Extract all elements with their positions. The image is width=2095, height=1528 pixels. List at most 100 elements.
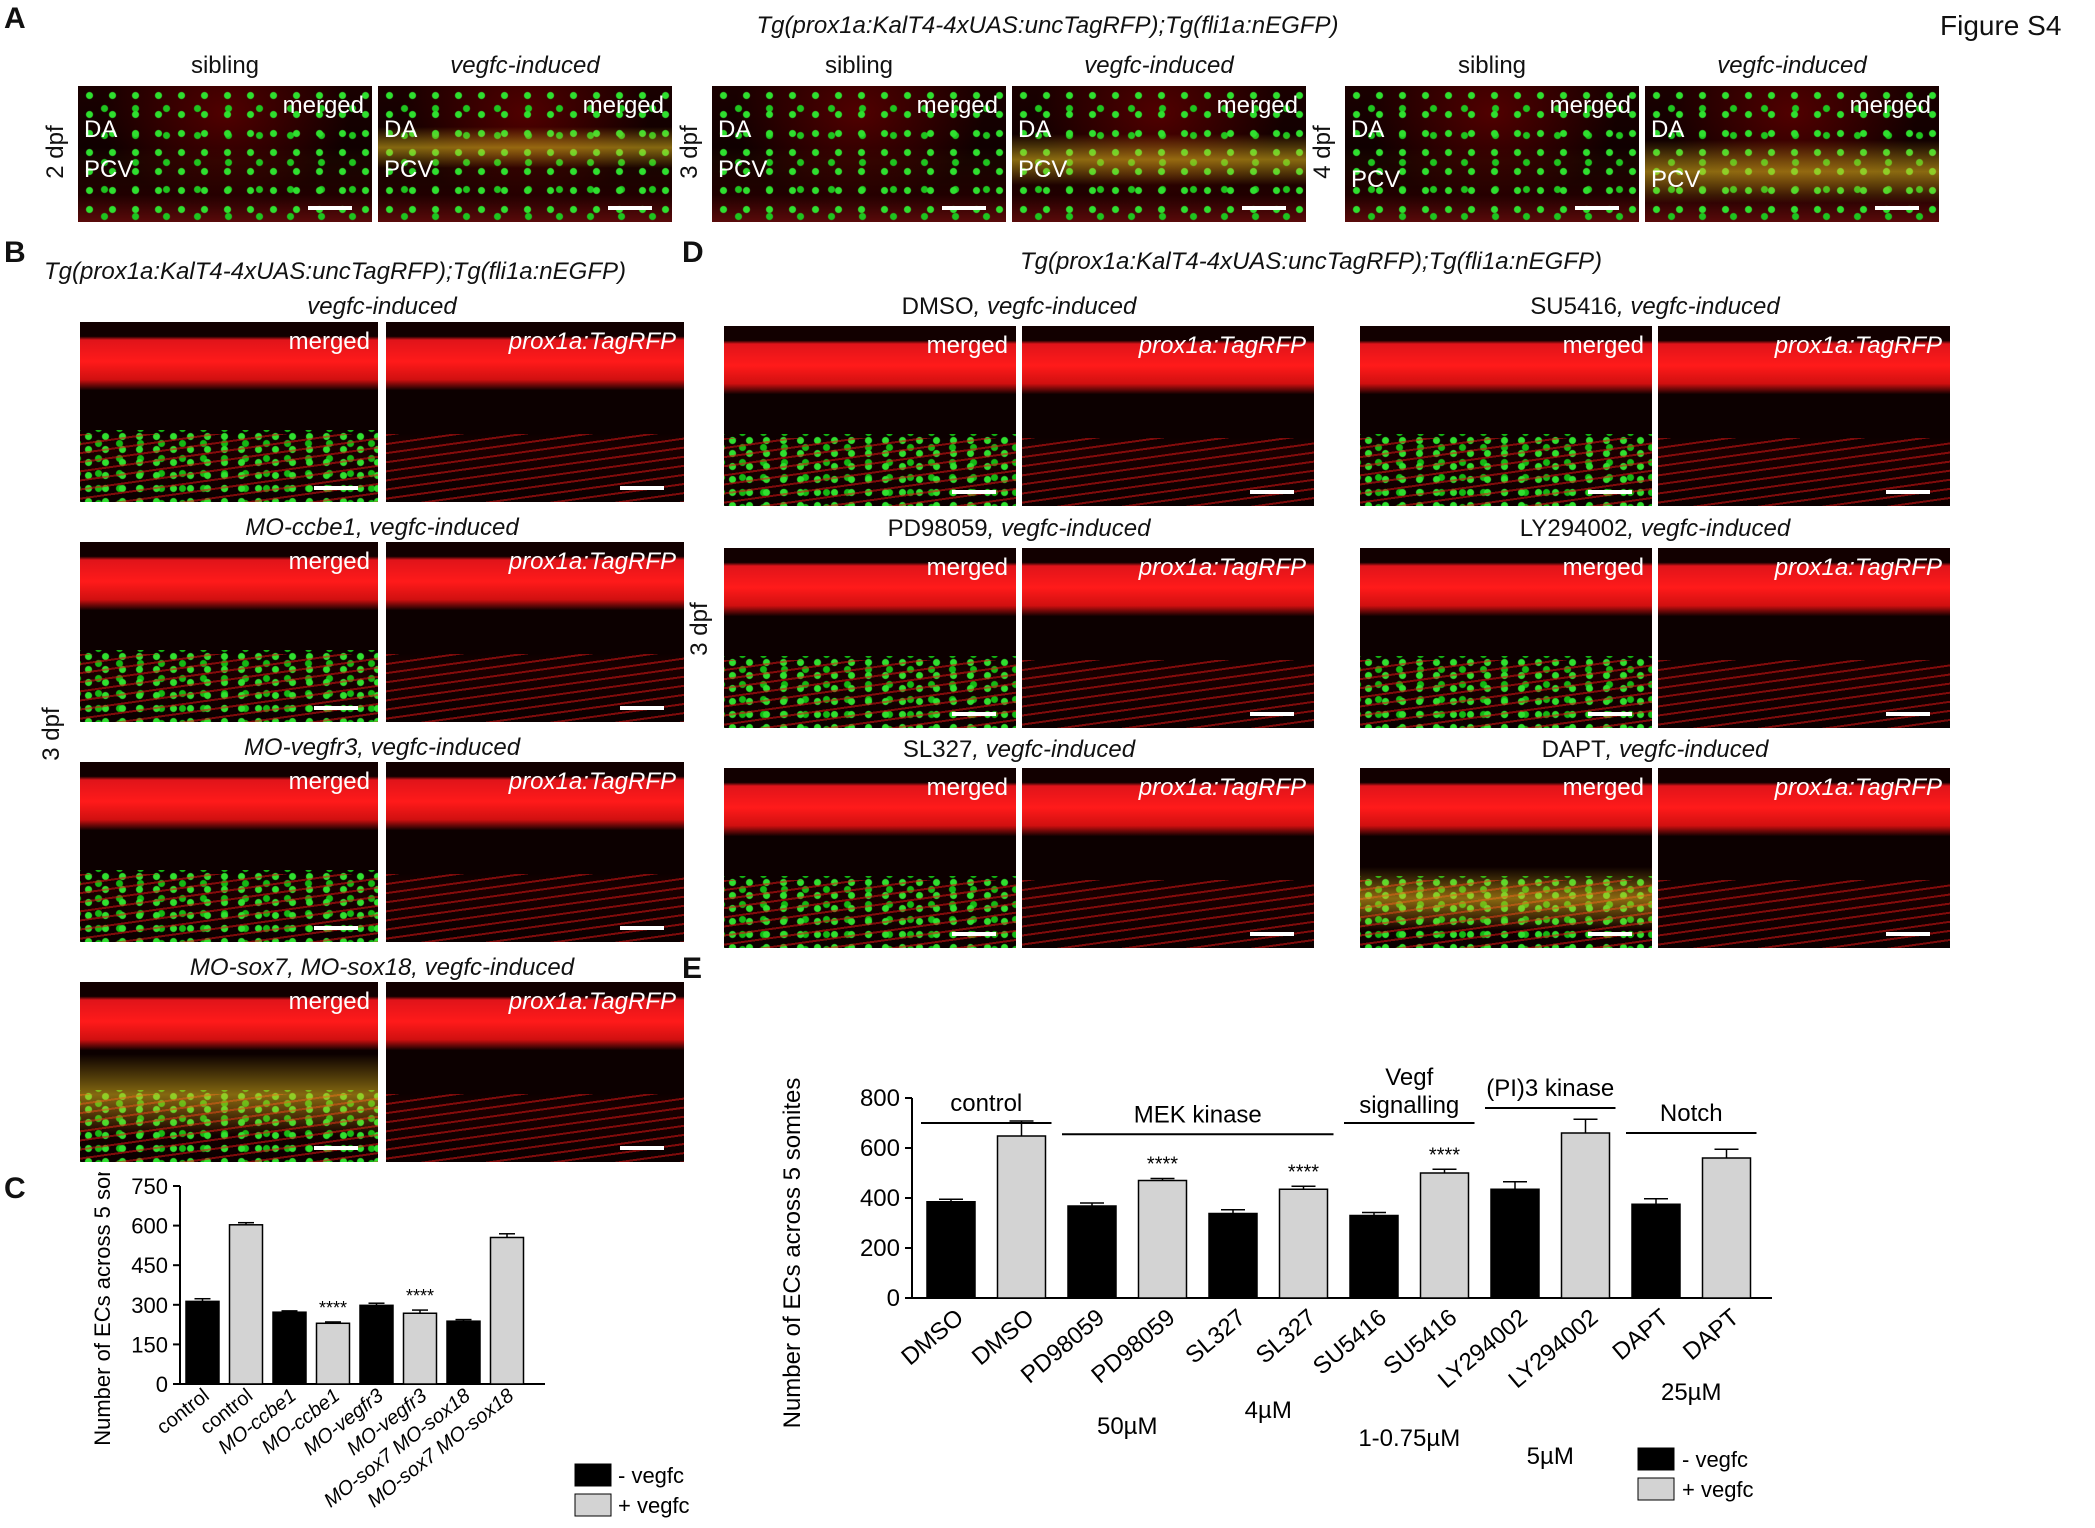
chart-e-xlabel-6: SU5416 [1308, 1304, 1392, 1380]
chart-e-concentration-3: 5µM [1527, 1443, 1574, 1470]
chart-e-group-label-0: control [950, 1090, 1022, 1117]
chart-c-bar-2 [272, 1311, 307, 1385]
panel-d-merged-4-vessels [1360, 659, 1652, 728]
chart-e-xlabel-0: DMSO [896, 1304, 969, 1371]
chart-c-ylabel: Number of ECs across 5 somites [90, 1172, 115, 1446]
chart-c-sig-3: **** [319, 1298, 347, 1318]
panel-a-header-0-1: vegfc-induced [450, 52, 600, 79]
panel-a-image-0-0: merged DA PCV [78, 86, 372, 222]
panel-d-tagrfp-0: prox1a:TagRFP [1022, 326, 1314, 506]
panel-d-tagrfp-0-vessels [1022, 437, 1314, 506]
panel-b-merged-2-label: merged [288, 768, 370, 795]
panel-d-tagrfp-0-scale-bar [1250, 490, 1294, 494]
panel-c-chart: 0 150 300 450 600 750 Number of ECs across 5 s… [90, 1172, 690, 1518]
panel-d-merged-3-label: merged [1562, 332, 1644, 359]
chart-c-ytick-label: 0 [156, 1372, 168, 1397]
panel-a-pcv-1-0: PCV [718, 156, 768, 183]
figure-label: Figure S4 [1940, 10, 2062, 41]
panel-b-tagrfp-1: prox1a:TagRFP [386, 542, 684, 722]
panel-b-title-3: MO-sox7, MO-sox18, vegfc-induced [189, 954, 575, 981]
chart-e-bar-6 [1349, 1214, 1399, 1299]
chart-e-bar-10 [1631, 1203, 1681, 1299]
panel-d-merged-5-label: merged [1562, 774, 1644, 801]
chart-c-legend-minus: - vegfc [618, 1463, 684, 1488]
panel-b-genotype: Tg(prox1a:KalT4-4xUAS:uncTagRFP);Tg(fli1… [44, 258, 626, 285]
panel-b-tagrfp-3: prox1a:TagRFP [386, 982, 684, 1162]
panel-d-title-4: LY294002, vegfc-induced [1360, 515, 1950, 543]
panel-letter-c: C [4, 1172, 26, 1205]
chart-e-bar-3 [1137, 1179, 1188, 1299]
panel-d-genotype: Tg(prox1a:KalT4-4xUAS:uncTagRFP);Tg(fli1… [1020, 248, 1602, 275]
panel-a-image-1-1: merged DA PCV [1012, 86, 1306, 222]
panel-b-merged-3: merged [80, 982, 378, 1162]
chart-e-group-label-4: Notch [1660, 1100, 1723, 1127]
panel-d-title-3: SU5416, vegfc-induced [1360, 293, 1950, 321]
panel-b-stage: 3 dpf [38, 707, 65, 761]
panel-a-image-2-0-scale-bar [1575, 206, 1619, 210]
panel-d-tagrfp-4-scale-bar [1886, 712, 1930, 716]
chart-e-bar-5 [1278, 1188, 1329, 1299]
panel-a-header-1-0: sibling [824, 52, 894, 79]
chart-e-concentration-2: 1-0.75µM [1358, 1425, 1460, 1452]
panel-d-title-0: DMSO, vegfc-induced [724, 293, 1314, 321]
panel-b-tagrfp-0: prox1a:TagRFP [386, 322, 684, 502]
panel-d-tagrfp-5: prox1a:TagRFP [1658, 768, 1950, 948]
panel-a-pcv-2-1: PCV [1651, 166, 1701, 193]
panel-d-merged-1-vessels [724, 659, 1016, 728]
chart-c-bar-7 [489, 1236, 525, 1385]
panel-a-image-1-1-overlap [1012, 133, 1306, 186]
panel-d-tagrfp-2-vessels [1022, 879, 1314, 948]
panel-b-tagrfp-1-label: prox1a:TagRFP [508, 548, 676, 575]
panel-a-image-1-0-label: merged [916, 92, 998, 119]
panel-a-da-1-0: DA [718, 116, 752, 143]
panel-d-tagrfp-4-vessels [1658, 659, 1950, 728]
chart-e-legend-plus: + vegfc [1682, 1477, 1754, 1502]
panel-d-tagrfp-4: prox1a:TagRFP [1658, 548, 1950, 728]
panel-a-image-1-1-label: merged [1216, 92, 1298, 119]
chart-e-bar-8 [1490, 1188, 1540, 1299]
panel-d-merged-5: merged [1360, 768, 1652, 948]
chart-c-ytick-label: 600 [131, 1214, 168, 1239]
chart-c-ytick-label: 750 [131, 1174, 168, 1199]
panel-a-image-0-1: merged DA PCV [378, 86, 672, 222]
chart-c-legend-plus: + vegfc [618, 1493, 690, 1518]
panel-b-tagrfp-2: prox1a:TagRFP [386, 762, 684, 942]
panel-d-condition-2: , vegfc-induced [972, 736, 1136, 763]
panel-b-merged-1: merged [80, 542, 378, 722]
panel-d-merged-2-label: merged [926, 774, 1008, 801]
chart-e-ytick-label: 800 [860, 1085, 900, 1112]
panel-a-image-1-1-scale-bar [1242, 206, 1286, 210]
panel-a-image-0-0-label: merged [282, 92, 364, 119]
panel-d-merged-1: merged [724, 548, 1016, 728]
panel-e-chart: 0 200 400 600 800 Number of ECs across 5 somi… [779, 1064, 1772, 1502]
panel-b-merged-1-vessels [80, 653, 378, 722]
panel-d-drug-0: DMSO [901, 293, 974, 320]
panel-b-merged-0-scale-bar [314, 486, 358, 490]
panel-a-pcv-2-0: PCV [1351, 166, 1401, 193]
panel-d-tagrfp-1-label: prox1a:TagRFP [1138, 554, 1306, 581]
panel-d-merged-0-scale-bar [952, 490, 996, 494]
panel-letter-d: D [682, 236, 704, 269]
panel-d-condition-0: , vegfc-induced [973, 293, 1137, 320]
panel-d-merged-0: merged [724, 326, 1016, 506]
chart-c-bar-0 [185, 1300, 220, 1385]
panel-d-condition-3: , vegfc-induced [1616, 293, 1780, 320]
panel-a-image-2-1-overlap [1645, 140, 1939, 203]
chart-e-xlabel-4: SL327 [1180, 1304, 1251, 1369]
panel-b-merged-0-label: merged [288, 328, 370, 355]
panel-d-tagrfp-1-scale-bar [1250, 712, 1294, 716]
panel-a-da-0-1: DA [384, 116, 418, 143]
chart-c-bar-1 [228, 1224, 264, 1385]
panel-b-tagrfp-0-label: prox1a:TagRFP [508, 328, 676, 355]
panel-d-merged-3-vessels [1360, 437, 1652, 506]
panel-d-drug-3: SU5416 [1530, 293, 1617, 320]
panel-b-merged-2: merged [80, 762, 378, 942]
panel-d-drug-5: DAPT [1541, 736, 1606, 763]
panel-d-condition-1: , vegfc-induced [987, 515, 1151, 542]
chart-e-sig-3: **** [1147, 1154, 1178, 1176]
panel-b-merged-2-vessels [80, 873, 378, 942]
panel-a-pcv-0-1: PCV [384, 156, 434, 183]
panel-d-stage: 3 dpf [686, 602, 713, 656]
chart-e-bar-11 [1701, 1157, 1752, 1299]
panel-d-merged-0-label: merged [926, 332, 1008, 359]
